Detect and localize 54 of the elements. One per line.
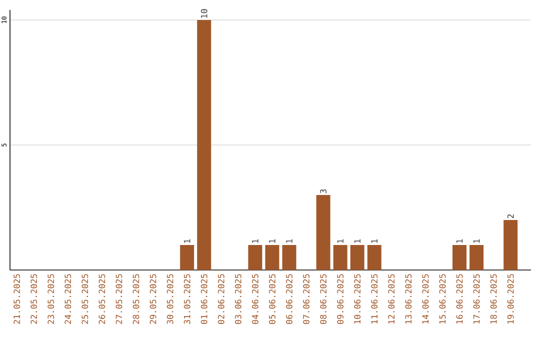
x-tick-label: 12.06.2025 [388,274,395,324]
x-tick-label: 27.05.2025 [116,274,122,324]
x-tick-label: 13.06.2025 [405,274,412,324]
x-tick-label: 31.05.2025 [184,274,190,324]
x-tick-label: 17.06.2025 [473,274,480,324]
bar [333,245,348,270]
bar [282,245,296,270]
x-tick-label: 21.05.2025 [14,274,20,324]
bar [470,245,484,270]
x-tick-label: 26.05.2025 [98,274,106,324]
x-tick-label: 08.06.2025 [320,274,326,324]
x-tick-label: 22.05.2025 [30,274,38,324]
data-label: 1 [286,239,292,243]
data-label: 10 [200,9,208,18]
bar [452,245,466,270]
data-label: 1 [473,239,480,243]
x-tick-label: 06.06.2025 [286,274,292,324]
x-tick-label: 25.05.2025 [82,274,88,324]
x-tick-label: 23.05.2025 [48,274,54,324]
data-label: 1 [337,239,344,243]
data-label: 1 [184,239,190,243]
bar [367,245,382,270]
data-label: 3 [320,189,326,194]
x-tick-label: 24.05.2025 [64,274,72,324]
x-tick-label: 01.06.2025 [200,274,208,324]
x-tick-label: 02.06.2025 [218,274,224,324]
data-label: 1 [371,239,378,243]
x-tick-label: 30.05.2025 [166,274,174,324]
bar [265,245,280,270]
data-label: 1 [354,239,360,243]
data-label: 1 [456,239,463,243]
x-tick-label: 10.06.2025 [354,274,361,324]
x-tick-label: 11.06.2025 [371,274,378,324]
x-tick-label: 18.06.2025 [490,274,497,324]
x-tick-label: 16.06.2025 [456,274,463,324]
x-tick-label: 28.05.2025 [132,274,140,324]
x-tick-label: 15.06.2025 [439,274,446,324]
bar [504,220,518,270]
x-tick-label: 29.05.2025 [150,274,156,324]
x-tick-label: 14.06.2025 [422,274,429,324]
x-tick-label: 19.06.2025 [507,274,514,324]
bar [180,245,194,270]
data-label: 1 [269,239,276,243]
bar [316,195,330,270]
bar [350,245,364,270]
bar [197,20,212,270]
x-tick-label: 03.06.2025 [234,274,242,324]
x-tick-label: 04.06.2025 [252,274,258,324]
x-tick-label: 09.06.2025 [337,274,344,324]
x-tick-label: 05.06.2025 [269,274,276,324]
data-label: 2 [507,214,514,218]
x-tick-label: 07.06.2025 [303,274,310,324]
data-label: 1 [252,239,258,243]
bar [248,245,262,270]
